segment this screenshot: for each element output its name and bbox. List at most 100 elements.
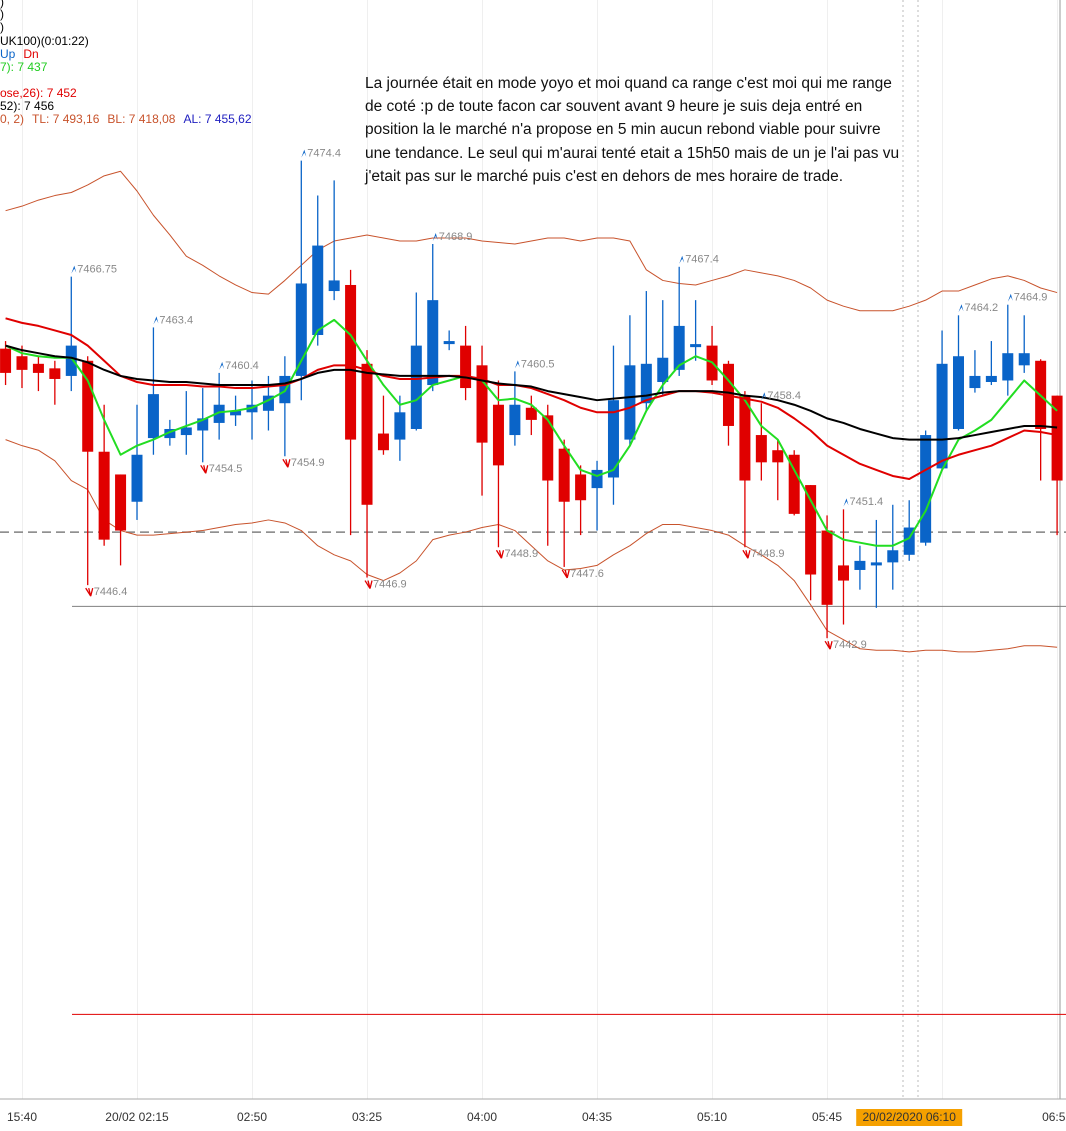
legend-line: ose,26): 7 452 <box>0 87 85 100</box>
legend-text: 52): 7 456 <box>0 99 55 113</box>
legend-line: ) <box>0 8 12 21</box>
high-marker <box>432 233 438 242</box>
low-marker <box>561 569 570 579</box>
candle-body <box>755 435 767 463</box>
legend-text: AL: 7 455,62 <box>183 112 252 126</box>
candle-body <box>657 357 669 382</box>
low-marker <box>85 587 94 597</box>
candle-body <box>887 550 899 563</box>
candle-body <box>312 245 324 336</box>
candle-body <box>213 404 225 423</box>
high-marker <box>679 255 685 264</box>
low-marker <box>364 580 373 589</box>
high-marker <box>71 265 77 274</box>
candle-body <box>262 395 274 411</box>
legend-line: ) <box>0 21 12 34</box>
high-marker <box>301 149 307 158</box>
indicator-line <box>5 317 1058 481</box>
low-marker <box>824 640 833 650</box>
candle-body <box>870 562 882 566</box>
high-label: 7463.4 <box>159 314 193 326</box>
legend-text: ) <box>0 20 4 34</box>
legend-text: 0, 2) <box>0 112 25 126</box>
high-label: 7468.9 <box>439 231 473 243</box>
legend-text: UK100)(0:01:22) <box>0 34 89 48</box>
legend-text: Up <box>0 47 16 61</box>
candle-body <box>98 451 110 540</box>
indicator-line <box>5 170 1058 312</box>
x-tick-label: 05:10 <box>697 1110 727 1124</box>
candle-body <box>624 365 636 440</box>
high-label: 7474.4 <box>307 148 341 160</box>
cursor-label-bg <box>856 1109 963 1126</box>
high-marker <box>153 316 159 325</box>
indicator-line <box>5 439 1058 653</box>
candle-body <box>197 418 209 431</box>
candle-body <box>575 474 587 501</box>
annotation-line: une tendance. Le seul qui m'aurai tenté … <box>365 144 900 162</box>
x-tick-label: 04:00 <box>467 1110 497 1124</box>
legend-text: ose,26): 7 452 <box>0 86 77 100</box>
legend-text: BL: 7 418,08 <box>107 112 176 126</box>
high-label: 7451.4 <box>849 496 883 508</box>
legend-line: ) <box>0 0 12 9</box>
candle-body <box>410 345 422 429</box>
high-label: 7460.4 <box>225 360 259 372</box>
candle-body <box>969 375 981 389</box>
x-tick-label: 04:35 <box>582 1110 612 1124</box>
candle-body <box>690 344 702 348</box>
legend-text: TL: 7 493,16 <box>32 112 100 126</box>
high-marker <box>958 304 964 313</box>
low-label: 7446.9 <box>373 578 407 590</box>
candle-body <box>65 345 77 376</box>
annotation-line: position la le marché n'a propose en 5 m… <box>365 121 881 139</box>
legend-line: 7): 7 437 <box>0 61 55 74</box>
low-label: 7446.4 <box>94 586 128 598</box>
candle-body <box>739 395 751 481</box>
candle-body <box>1051 395 1063 481</box>
high-label: 7464.2 <box>965 302 999 314</box>
legend-line: UK100)(0:01:22) <box>0 35 97 48</box>
low-label: 7454.9 <box>291 457 325 469</box>
candle-body <box>427 300 439 386</box>
candle-body <box>147 394 159 439</box>
x-tick-label: 02:50 <box>237 1110 267 1124</box>
low-label: 7447.6 <box>570 568 604 580</box>
candle-body <box>230 410 242 416</box>
candle-body <box>558 448 570 502</box>
candle-body <box>640 363 652 404</box>
candle-body <box>443 341 455 345</box>
candle-body <box>821 530 833 605</box>
candle-body <box>854 560 866 570</box>
legend-text: Dn <box>23 47 39 61</box>
grid-background <box>0 0 1066 1099</box>
candle-body <box>460 345 472 389</box>
high-marker <box>843 498 849 507</box>
candle-body <box>525 407 537 420</box>
low-label: 7448.9 <box>751 548 785 560</box>
low-label: 7448.9 <box>504 548 538 560</box>
candle-body <box>920 435 932 543</box>
candle-body <box>837 565 849 581</box>
candle-body <box>805 485 817 575</box>
high-marker <box>761 392 767 401</box>
candle-body <box>903 527 915 555</box>
candle-body <box>476 365 488 443</box>
x-tick-label: 06:55 <box>1042 1110 1066 1124</box>
legend-line: 0, 2) TL: 7 493,16 BL: 7 418,08 AL: 7 455,6… <box>0 113 260 126</box>
x-tick-label: 05:45 <box>812 1110 842 1124</box>
candle-body <box>0 348 12 373</box>
candle-body <box>1018 353 1030 366</box>
candle-body <box>936 363 948 469</box>
candle-body <box>345 284 357 440</box>
annotation-line: La journée était en mode yoyo et moi qua… <box>365 75 892 92</box>
legend-text: 7): 7 437 <box>0 60 48 74</box>
candle-body <box>328 280 340 292</box>
candle-body <box>607 400 619 478</box>
candle-body <box>131 454 143 502</box>
candle-body <box>772 450 784 463</box>
candle-body <box>49 368 61 379</box>
indicator-line <box>5 318 1058 547</box>
